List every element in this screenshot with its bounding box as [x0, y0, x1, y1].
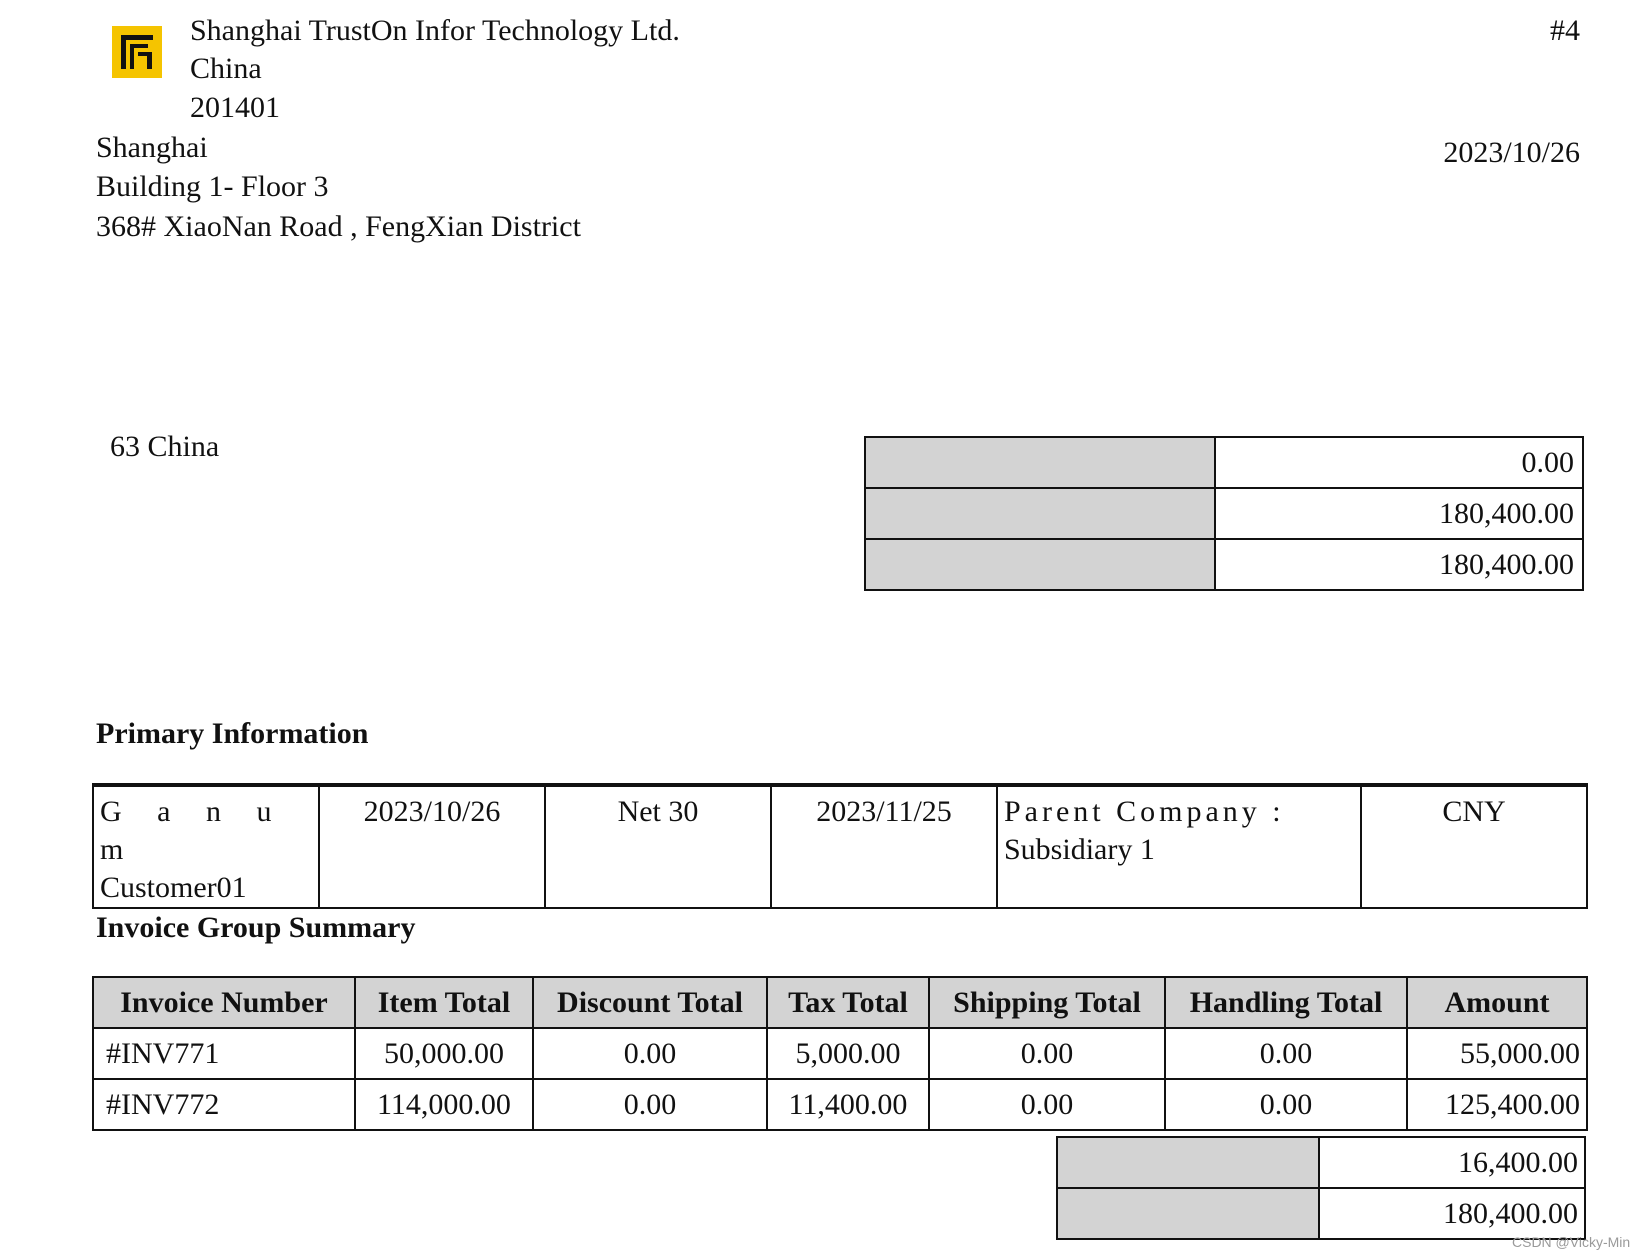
col-shipping-total: Shipping Total: [928, 976, 1166, 1029]
company-postcode: 201401: [190, 91, 280, 124]
summary-totals-table: 16,400.00 180,400.00: [1056, 1136, 1586, 1240]
totals-table: 0.00 180,400.00 180,400.00: [864, 436, 1584, 591]
cell-discount-total: 0.00: [532, 1078, 768, 1131]
primary-due-date: 2023/11/25: [770, 784, 998, 909]
cell-amount: 125,400.00: [1406, 1078, 1588, 1131]
col-invoice-number: Invoice Number: [92, 976, 356, 1029]
totals-label: [864, 436, 1216, 489]
cell-tax-total: 5,000.00: [766, 1027, 930, 1080]
totals-value: 180,400.00: [1214, 487, 1584, 540]
cell-invoice-number: #INV772: [92, 1078, 356, 1131]
totals-value: 0.00: [1214, 436, 1584, 489]
watermark: CSDN @Vicky-Min: [1512, 1234, 1631, 1250]
cell-invoice-number: #INV771: [92, 1027, 356, 1080]
col-handling-total: Handling Total: [1164, 976, 1408, 1029]
primary-info-row: G a n u m Customer01 2023/10/26 Net 30 2…: [92, 784, 1588, 909]
summary-header-row: Invoice Number Item Total Discount Total…: [92, 976, 1588, 1029]
cell-shipping-total: 0.00: [928, 1027, 1166, 1080]
summary-table: Invoice Number Item Total Discount Total…: [92, 976, 1588, 1131]
billto-address: 63 China: [110, 430, 220, 463]
summary-totals-value: 180,400.00: [1318, 1187, 1586, 1240]
totals-label: [864, 487, 1216, 540]
cell-shipping-total: 0.00: [928, 1078, 1166, 1131]
cell-discount-total: 0.00: [532, 1027, 768, 1080]
company-city: Shanghai: [96, 131, 208, 164]
table-row: #INV772 114,000.00 0.00 11,400.00 0.00 0…: [92, 1078, 1588, 1131]
logo-mark-icon: [121, 35, 153, 69]
totals-row: 180,400.00: [864, 487, 1584, 540]
summary-totals-value: 16,400.00: [1318, 1136, 1586, 1189]
cell-handling-total: 0.00: [1164, 1078, 1408, 1131]
totals-row: 180,400.00: [864, 538, 1584, 591]
summary-totals-label: [1056, 1187, 1320, 1240]
col-tax-total: Tax Total: [766, 976, 930, 1029]
summary-totals-row: 16,400.00: [1056, 1136, 1586, 1189]
summary-totals-row: 180,400.00: [1056, 1187, 1586, 1240]
primary-subsidiary-parent: Parent Company :: [1004, 795, 1285, 828]
primary-subsidiary-name: Subsidiary 1: [1004, 833, 1155, 866]
summary-heading: Invoice Group Summary: [96, 911, 416, 944]
primary-customer-id: Customer01: [100, 871, 247, 904]
invoice-number: #4: [1550, 14, 1580, 47]
primary-customer-cell: G a n u m Customer01: [92, 784, 320, 909]
primary-terms: Net 30: [544, 784, 772, 909]
company-address-line2: 368# XiaoNan Road , FengXian District: [96, 210, 581, 243]
totals-row: 0.00: [864, 436, 1584, 489]
company-country: China: [190, 52, 262, 85]
primary-info-heading: Primary Information: [96, 717, 369, 750]
cell-item-total: 50,000.00: [354, 1027, 534, 1080]
primary-date: 2023/10/26: [318, 784, 546, 909]
company-logo: [112, 26, 162, 78]
primary-currency: CNY: [1360, 784, 1588, 909]
invoice-date: 2023/10/26: [1443, 136, 1580, 169]
primary-info-table: G a n u m Customer01 2023/10/26 Net 30 2…: [92, 783, 1588, 909]
primary-customer-name: G a n u m: [100, 795, 286, 866]
primary-subsidiary-cell: Parent Company : Subsidiary 1: [996, 784, 1362, 909]
cell-item-total: 114,000.00: [354, 1078, 534, 1131]
company-name: Shanghai TrustOn Infor Technology Ltd.: [190, 14, 680, 47]
cell-tax-total: 11,400.00: [766, 1078, 930, 1131]
col-item-total: Item Total: [354, 976, 534, 1029]
cell-amount: 55,000.00: [1406, 1027, 1588, 1080]
cell-handling-total: 0.00: [1164, 1027, 1408, 1080]
col-discount-total: Discount Total: [532, 976, 768, 1029]
table-row: #INV771 50,000.00 0.00 5,000.00 0.00 0.0…: [92, 1027, 1588, 1080]
col-amount: Amount: [1406, 976, 1588, 1029]
totals-value: 180,400.00: [1214, 538, 1584, 591]
summary-totals-label: [1056, 1136, 1320, 1189]
totals-label: [864, 538, 1216, 591]
company-address-line1: Building 1- Floor 3: [96, 170, 329, 203]
